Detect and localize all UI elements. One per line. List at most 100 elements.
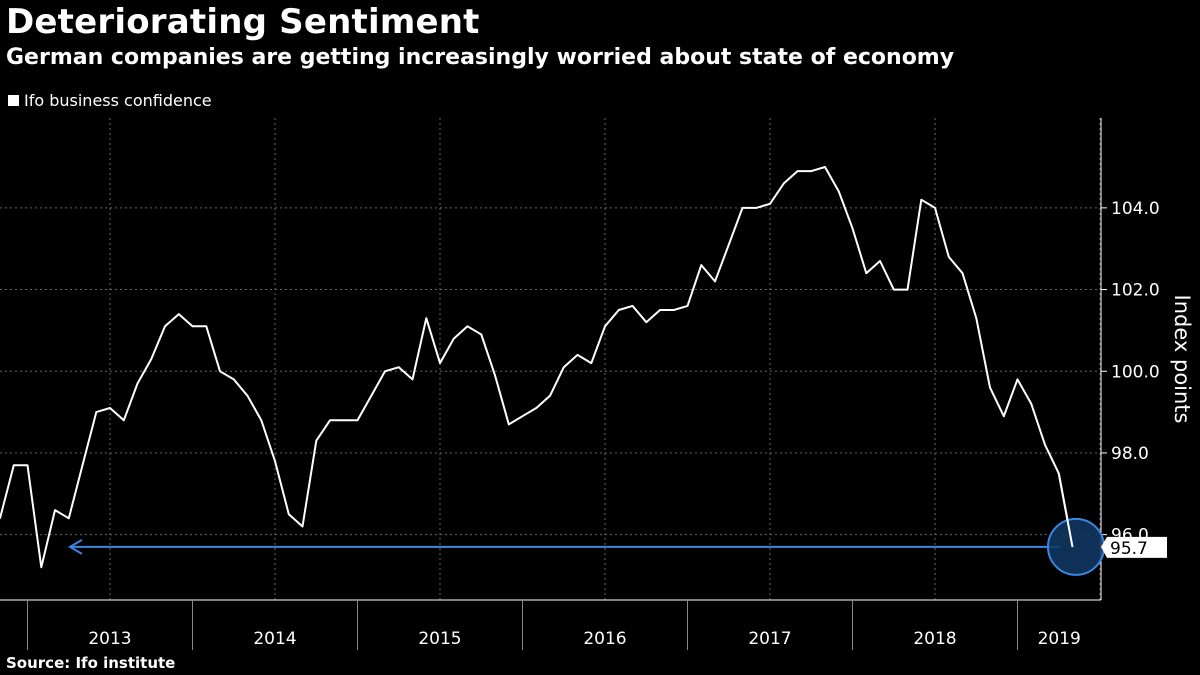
data-point [480, 333, 483, 336]
data-point [810, 170, 813, 172]
data-point [631, 305, 634, 307]
data-point [700, 264, 703, 266]
x-tick-label: 2017 [748, 629, 791, 649]
data-point [246, 394, 249, 397]
data-point [232, 378, 235, 381]
data-point [191, 325, 194, 328]
data-point [521, 415, 524, 417]
legend: Ifo business confidence [8, 91, 212, 110]
legend-swatch [8, 95, 19, 106]
data-point [425, 317, 428, 319]
data-point [287, 513, 290, 516]
data-point [782, 182, 785, 185]
data-point [617, 309, 620, 311]
annotation-circle [1047, 517, 1105, 576]
x-tick-label: 2018 [913, 629, 956, 649]
data-point [54, 509, 56, 511]
data-point [796, 170, 799, 172]
data-point [604, 325, 606, 328]
data-point [370, 394, 373, 397]
data-point [12, 464, 15, 467]
data-point [824, 166, 826, 168]
data-point [494, 374, 496, 377]
data-point [67, 517, 70, 520]
x-tick-label: 2014 [253, 629, 296, 649]
chart-title: Deteriorating Sentiment [6, 2, 480, 42]
annotation-arrowhead [68, 539, 83, 555]
data-point [576, 354, 579, 356]
data-point [892, 288, 895, 291]
data-point [507, 423, 510, 426]
x-tick-label: 2016 [583, 629, 626, 649]
data-point [329, 419, 331, 422]
data-point [934, 207, 936, 209]
last-value-callout [1101, 536, 1167, 558]
data-point [714, 280, 716, 283]
data-point [384, 370, 386, 373]
data-point [961, 272, 964, 275]
legend-label: Ifo business confidence [24, 91, 212, 110]
data-point [741, 207, 744, 209]
data-point [645, 321, 648, 324]
data-point [1016, 378, 1019, 381]
x-tick-label: 2019 [1038, 629, 1081, 649]
data-point [1002, 415, 1005, 417]
data-point [411, 378, 414, 381]
data-point [865, 272, 868, 275]
data-point [260, 419, 263, 422]
data-point [672, 309, 675, 311]
data-point [177, 313, 180, 315]
y-tick-label: 98.0 [1111, 444, 1149, 464]
data-point [164, 325, 166, 328]
data-point [356, 419, 359, 422]
data-point [466, 325, 469, 328]
data-point [879, 260, 881, 262]
data-point [301, 525, 304, 528]
data-point [837, 190, 840, 193]
data-point [0, 517, 1, 520]
data-point [906, 288, 909, 291]
data-point [40, 566, 43, 569]
data-point [975, 317, 978, 319]
x-tick-label: 2015 [418, 629, 461, 649]
data-point [95, 411, 98, 413]
data-point [535, 407, 538, 409]
source-note: Source: Ifo institute [6, 654, 176, 672]
y-tick-label: 102.0 [1111, 281, 1160, 301]
data-point [686, 305, 689, 307]
data-point [81, 464, 84, 467]
data-point [122, 419, 125, 422]
y-tick-label: 104.0 [1111, 199, 1160, 219]
x-tick-label: 2013 [88, 629, 131, 649]
data-point [109, 407, 111, 409]
data-point [219, 370, 221, 373]
data-point [136, 382, 139, 385]
data-point [1044, 443, 1046, 446]
data-point [727, 243, 730, 246]
data-point [989, 386, 991, 389]
data-point [26, 464, 29, 467]
y-axis-label: Index points [1170, 295, 1194, 424]
data-point [439, 362, 441, 364]
data-point [851, 227, 854, 230]
data-point [920, 198, 923, 201]
ifo-series-line [0, 166, 1074, 569]
data-point [590, 362, 593, 364]
data-point [947, 256, 950, 258]
data-point [342, 419, 345, 422]
series-last-segment [1057, 473, 1074, 548]
data-point [755, 207, 758, 209]
data-point [659, 309, 661, 311]
data-point [1030, 403, 1033, 405]
data-point [397, 366, 400, 368]
y-tick-label: 100.0 [1111, 362, 1160, 382]
chart-subtitle: German companies are getting increasingl… [6, 45, 955, 70]
data-point [769, 202, 771, 205]
data-point [274, 460, 276, 462]
data-point [205, 325, 208, 328]
data-point [562, 366, 565, 368]
data-point [150, 358, 153, 360]
last-value-label: 95.7 [1110, 539, 1148, 559]
data-point [315, 439, 318, 442]
